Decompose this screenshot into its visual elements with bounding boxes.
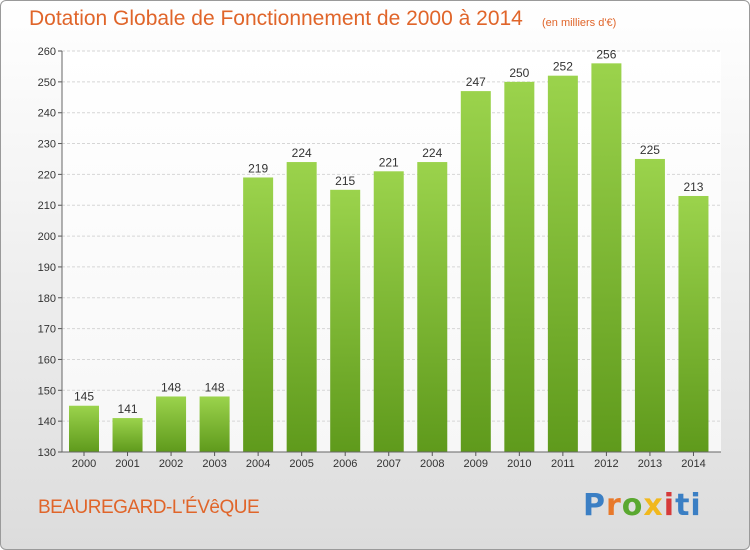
value-label: 215 xyxy=(335,174,355,188)
logo-letter: i xyxy=(690,488,702,523)
x-tick-label: 2002 xyxy=(159,458,183,470)
bar-2009[interactable] xyxy=(460,91,491,452)
x-tick-label: 2004 xyxy=(246,458,270,470)
y-axis: 130 140 150 160 170 180 190 200 210 220 230 240 250 2… xyxy=(38,46,63,459)
x-tick-label: 2011 xyxy=(551,458,575,470)
y-tick-label: 200 xyxy=(38,231,56,243)
value-label: 213 xyxy=(683,180,703,194)
bars: 145 141 148 148 219 224 215 221 224 247 250 252 256 2… xyxy=(69,47,709,453)
bar-2000[interactable] xyxy=(69,405,99,452)
bar-2014[interactable] xyxy=(678,195,709,452)
y-tick-label: 240 xyxy=(38,108,56,120)
bar-2010[interactable] xyxy=(504,81,535,452)
chart-unit: (en milliers d'€) xyxy=(542,17,617,29)
y-tick-label: 230 xyxy=(38,139,56,151)
chart-title: Dotation Globale de Fonctionnement de 20… xyxy=(29,7,523,30)
x-axis: 2000 2001 2002 2003 2004 2005 2006 2007 2008 2009… xyxy=(62,451,721,470)
x-tick-label: 2001 xyxy=(115,458,139,470)
value-label: 219 xyxy=(248,161,268,175)
bar-2011[interactable] xyxy=(547,75,578,452)
y-tick-label: 180 xyxy=(38,293,56,305)
x-tick-label: 2009 xyxy=(464,458,488,470)
bar-2004[interactable] xyxy=(243,177,274,452)
logo-letter: P xyxy=(583,488,606,523)
value-label: 221 xyxy=(379,155,399,169)
bar-2007[interactable] xyxy=(373,171,404,453)
bar-2001[interactable] xyxy=(112,418,143,452)
value-label: 250 xyxy=(509,66,529,80)
y-tick-label: 250 xyxy=(38,77,56,89)
y-tick-label: 260 xyxy=(38,46,56,58)
x-tick-label: 2007 xyxy=(376,458,400,470)
y-tick-label: 170 xyxy=(38,324,56,336)
x-tick-label: 2014 xyxy=(681,458,705,470)
value-label: 148 xyxy=(161,380,181,394)
value-label: 224 xyxy=(422,146,442,160)
x-tick-label: 2008 xyxy=(420,458,444,470)
commune-name: BEAUREGARD-L'ÉVêQUE xyxy=(38,497,260,518)
x-tick-label: 2010 xyxy=(507,458,531,470)
proxiti-logo[interactable]: Proxiti xyxy=(583,488,702,523)
y-tick-label: 160 xyxy=(38,354,56,366)
x-tick-label: 2003 xyxy=(202,458,226,470)
bar-2003[interactable] xyxy=(199,396,230,452)
bar-2013[interactable] xyxy=(634,158,665,452)
x-tick-label: 2013 xyxy=(638,458,662,470)
bar-2008[interactable] xyxy=(417,162,448,453)
value-label: 141 xyxy=(118,402,138,416)
value-label: 148 xyxy=(205,380,225,394)
x-tick-label: 2012 xyxy=(594,458,618,470)
y-tick-label: 210 xyxy=(38,200,56,212)
y-tick-label: 130 xyxy=(38,447,56,459)
bar-2002[interactable] xyxy=(156,396,187,452)
y-tick-label: 140 xyxy=(38,416,56,428)
value-label: 256 xyxy=(596,47,616,61)
value-label: 224 xyxy=(292,146,312,160)
bar-2005[interactable] xyxy=(286,162,317,453)
bar-2006[interactable] xyxy=(330,189,361,453)
logo-letter: t xyxy=(675,488,691,523)
x-tick-label: 2006 xyxy=(333,458,357,470)
logo-letter: o xyxy=(621,488,644,523)
value-label: 145 xyxy=(74,390,94,404)
logo-letter: i xyxy=(663,488,676,523)
x-tick-label: 2000 xyxy=(72,458,96,470)
x-tick-label: 2005 xyxy=(289,458,313,470)
y-tick-label: 220 xyxy=(38,169,56,181)
value-label: 252 xyxy=(553,60,573,74)
value-label: 225 xyxy=(640,143,660,157)
value-label: 247 xyxy=(466,75,486,89)
logo-letter: x xyxy=(643,488,664,523)
bar-2012[interactable] xyxy=(591,63,622,452)
y-tick-label: 150 xyxy=(38,385,56,397)
logo-letter: r xyxy=(606,488,622,523)
y-tick-label: 190 xyxy=(38,262,56,274)
